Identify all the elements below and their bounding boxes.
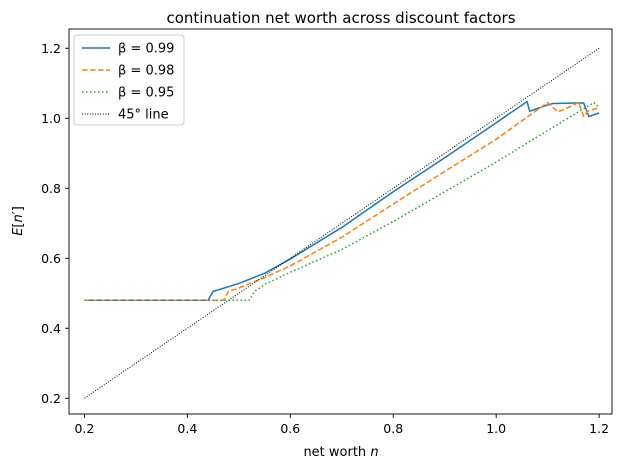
y-axis-label: E[n′] [11,206,26,236]
axes-layer: 0.2 0.4 0.6 0.8 1.0 1.2 0.2 0.4 0.6 0.8 1.0 1.2 [41,28,613,436]
axes-frame [68,28,613,415]
legend-label-2: β = 0.95 [118,86,174,101]
x-axis-label: net worth n [303,445,378,460]
y-tick-label-3: 0.8 [41,181,61,196]
legend: β = 0.99 β = 0.98 β = 0.95 45° line [73,34,185,126]
y-tick-label-2: 0.6 [41,251,61,266]
legend-label-1: β = 0.98 [118,64,174,79]
y-axis-label-close: ′] [11,206,26,214]
x-tick-label-1: 0.4 [177,421,197,436]
x-tick-label-0: 0.2 [74,421,94,436]
x-tick-label-4: 1.0 [486,421,506,436]
x-tick-label-2: 0.6 [280,421,300,436]
legend-label-0: β = 0.99 [118,42,174,57]
x-tick-label-3: 0.8 [383,421,403,436]
legend-box [73,34,185,126]
y-tick-label-1: 0.4 [41,321,61,336]
y-tick-label-5: 1.2 [41,41,61,56]
y-axis-label-rest: [ [11,222,26,227]
series-line-2 [84,101,600,301]
y-tick-label-0: 0.2 [41,391,61,406]
y-axis-label-var: n [11,214,26,222]
chart-title: continuation net worth across discount f… [166,9,515,27]
y-axis-label-main: E [11,227,26,236]
series-line-0 [84,100,600,301]
legend-label-3: 45° line [118,108,169,123]
y-tick-label-4: 1.0 [41,111,61,126]
series-layer [84,47,600,399]
series-line-1 [84,101,600,301]
x-axis-label-var: n [370,445,378,460]
x-tick-label-5: 1.2 [589,421,609,436]
x-axis-label-prefix: net worth [303,445,370,460]
